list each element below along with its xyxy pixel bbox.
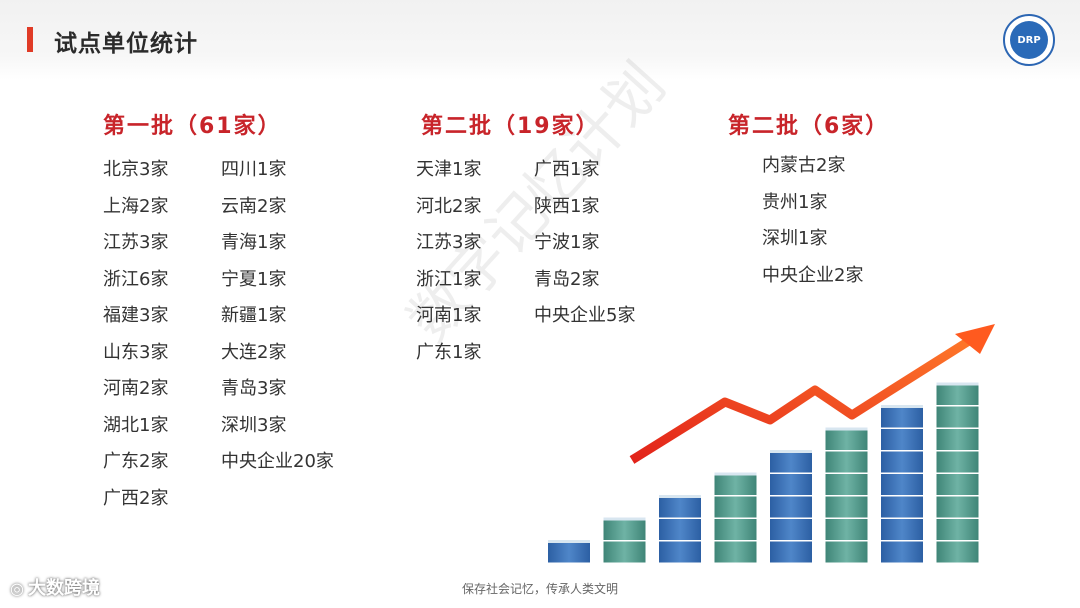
batch-1-title: 第一批（61家） [103, 114, 282, 139]
bar-cap [603, 517, 646, 521]
list-item: 江苏3家 [416, 232, 482, 253]
list-item: 山东3家 [103, 341, 169, 363]
list-item: 广东2家 [103, 451, 169, 472]
list-item: 河南2家 [103, 378, 169, 399]
bar-segment [659, 519, 701, 540]
list-item: 河南1家 [416, 305, 482, 326]
bar-segment [936, 429, 979, 450]
bar-segment [936, 519, 979, 540]
page-title: 试点单位统计 [54, 31, 198, 57]
list-item: 中央企业20家 [221, 451, 334, 472]
bar-segment [881, 541, 923, 563]
bar-segment [825, 541, 868, 563]
bar-segment [881, 496, 923, 518]
bar-segment [714, 519, 757, 540]
growth-chart-illustration [548, 324, 995, 563]
list-item: 湖北1家 [103, 414, 169, 436]
bar-cap [659, 495, 701, 498]
list-item: 广西2家 [103, 487, 169, 509]
list-item: 深圳1家 [762, 228, 828, 249]
bar-cap [825, 427, 868, 431]
list-item: 四川1家 [221, 159, 287, 180]
list-item: 河北2家 [416, 195, 482, 217]
batch-3-column-1: 内蒙古2家 贵州1家 深圳1家 中央企业2家 [762, 148, 863, 294]
drp-logo-icon: DRP [1003, 14, 1055, 66]
list-item: 浙江6家 [103, 268, 169, 290]
bar-segment [881, 406, 923, 428]
list-item: 贵州1家 [762, 191, 828, 213]
bar-segment [603, 519, 646, 540]
batch-1-column-2: 四川1家 云南2家 青海1家 宁夏1家 新疆1家 大连2家 青岛3家 深圳3家 … [221, 152, 334, 481]
bar-segment [770, 451, 812, 473]
bar-cap [714, 472, 757, 476]
trend-arrow-line [629, 330, 983, 464]
list-item: 广西1家 [534, 159, 600, 180]
list-item: 新疆1家 [221, 305, 287, 326]
list-item: 内蒙古2家 [762, 155, 846, 176]
batch-2-column-2: 广西1家 陕西1家 宁波1家 青岛2家 中央企业5家 [534, 152, 635, 335]
list-item: 浙江1家 [416, 268, 482, 290]
bar-segment [548, 541, 590, 563]
bar-segment [881, 429, 923, 450]
list-item: 青海1家 [221, 232, 287, 253]
bar-segment [936, 474, 979, 495]
bar-segment [825, 496, 868, 518]
bar-segment [659, 496, 701, 518]
bar-segment [770, 541, 812, 563]
bar-segment [936, 384, 979, 405]
bar-segment [881, 474, 923, 495]
bar-segment [714, 496, 757, 518]
bar-segment [770, 474, 812, 495]
bar-segment [770, 519, 812, 540]
brand-name: 大数跨境 [27, 578, 100, 599]
bar-segment [881, 519, 923, 540]
bar-segment [936, 496, 979, 518]
list-item: 深圳3家 [221, 414, 287, 436]
bar-cap [548, 540, 590, 543]
batch-2-title: 第二批（19家） [421, 114, 600, 139]
list-item: 中央企业2家 [762, 264, 864, 286]
list-item: 云南2家 [221, 195, 287, 217]
list-item: 天津1家 [416, 159, 482, 180]
bar-segment [936, 541, 979, 563]
list-item: 中央企业5家 [534, 305, 636, 326]
footer-slogan: 保存社会记忆，传承人类文明 [461, 582, 618, 596]
list-item: 北京3家 [103, 159, 169, 180]
brand-logo-icon: ◎ [10, 579, 24, 598]
bar-segment [714, 541, 757, 563]
batch-3-title: 第二批（6家） [728, 114, 890, 139]
list-item: 上海2家 [103, 195, 169, 217]
bar-segment [881, 451, 923, 473]
list-item: 广东1家 [416, 341, 482, 363]
list-item: 青岛2家 [534, 268, 600, 290]
list-item: 青岛3家 [221, 378, 287, 399]
bar-segment [825, 451, 868, 473]
batch-2-column-1: 天津1家 河北2家 江苏3家 浙江1家 河南1家 广东1家 [416, 152, 481, 371]
trend-arrow-head [955, 324, 995, 354]
bar-segment [714, 474, 757, 495]
list-item: 宁夏1家 [221, 268, 287, 290]
list-item: 福建3家 [103, 305, 169, 326]
list-item: 陕西1家 [534, 195, 600, 217]
list-item: 宁波1家 [534, 232, 600, 253]
list-item: 大连2家 [221, 341, 287, 363]
header-band [0, 0, 1080, 80]
bar-segment [825, 474, 868, 495]
bar-cap [770, 450, 812, 453]
batch-1-column-1: 北京3家 上海2家 江苏3家 浙江6家 福建3家 山东3家 河南2家 湖北1家 … [103, 152, 168, 517]
bar-segment [770, 496, 812, 518]
bar-segment [659, 541, 701, 563]
logo-text: DRP [1010, 21, 1048, 59]
bar-cap [936, 382, 979, 386]
bar-segment [825, 519, 868, 540]
bar-segment [936, 451, 979, 473]
bar-segment [825, 429, 868, 450]
bar-segment [603, 541, 646, 563]
title-accent-bar [27, 27, 33, 52]
bar-cap [881, 405, 923, 408]
brand-watermark: ◎ 大数跨境 [10, 574, 100, 600]
list-item: 江苏3家 [103, 232, 169, 253]
bar-segment [936, 406, 979, 428]
